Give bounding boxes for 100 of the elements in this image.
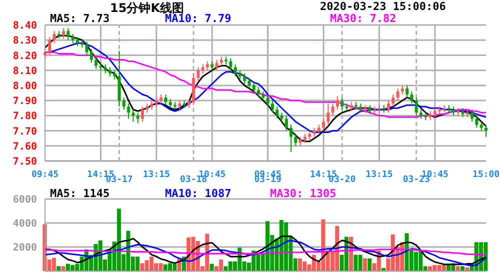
- candlestick: [257, 86, 260, 98]
- candlestick: [276, 106, 279, 120]
- candlestick: [132, 109, 135, 122]
- candlestick: [150, 100, 154, 110]
- candlestick: [215, 59, 218, 71]
- candlestick: [303, 133, 306, 144]
- candlestick: [164, 94, 168, 106]
- y-tick-label: 7.90: [12, 96, 37, 108]
- bar: [210, 264, 214, 271]
- candlestick: [428, 110, 432, 121]
- text: MA30: 7.82: [330, 12, 396, 25]
- candlestick: [187, 98, 190, 109]
- candlestick: [331, 103, 334, 116]
- candlestick: [280, 112, 284, 122]
- candlestick: [43, 48, 47, 59]
- candlestick: [122, 97, 126, 110]
- candlestick: [266, 94, 270, 108]
- candlestick: [48, 36, 52, 56]
- candlestick: [196, 66, 200, 82]
- candlestick: [350, 102, 353, 112]
- candlestick: [359, 103, 362, 114]
- candlestick: [248, 77, 251, 89]
- candlestick: [484, 124, 488, 138]
- x-tick-label: 09:45: [31, 170, 59, 180]
- candlestick: [308, 130, 312, 140]
- bar: [362, 258, 367, 271]
- y-tick-label: 6000: [12, 194, 37, 206]
- candlestick: [396, 88, 400, 102]
- bar: [368, 258, 372, 271]
- y-tick-label: 8.40: [12, 20, 37, 32]
- candlestick: [262, 90, 265, 102]
- series-label: MA5: 7.73: [50, 12, 110, 25]
- candlestick: [322, 118, 326, 132]
- candlestick: [392, 94, 395, 108]
- candlestick: [62, 28, 66, 40]
- candlestick: [113, 70, 116, 80]
- candlestick: [420, 109, 423, 120]
- chart-subtitle: 2020-03-23 15:00:06: [320, 0, 446, 13]
- candlestick: [210, 60, 214, 71]
- y-tick-label: 7.50: [12, 156, 37, 168]
- candlestick: [294, 133, 298, 146]
- candlestick: [368, 104, 372, 115]
- candlestick: [66, 28, 70, 41]
- candlestick: [461, 108, 464, 118]
- text: MA10: 7.79: [165, 12, 232, 25]
- candlestick: [270, 100, 274, 114]
- candlestick: [127, 103, 130, 120]
- candlestick: [146, 103, 149, 114]
- candlestick: [229, 58, 232, 71]
- y-tick-label: 7.60: [12, 141, 37, 152]
- text: MA5: 1145: [50, 187, 110, 200]
- y-tick-label: 2000: [12, 242, 37, 254]
- candlestick: [290, 124, 293, 152]
- bar: [460, 266, 464, 271]
- y-tick-label: 8.00: [12, 80, 37, 92]
- candlestick: [452, 106, 456, 116]
- candlestick: [140, 106, 144, 122]
- candlestick: [160, 94, 163, 104]
- candlestick: [470, 109, 474, 122]
- line-series: [44, 240, 487, 266]
- bar: [56, 266, 61, 271]
- candlestick: [154, 97, 158, 108]
- x-tick-label: 13:15: [366, 170, 393, 180]
- x-tick-label: 13:15: [142, 170, 170, 180]
- candlestick: [243, 72, 246, 84]
- candlestick: [76, 36, 80, 47]
- candlestick: [284, 115, 288, 132]
- candlestick: [71, 34, 74, 44]
- candlestick: [410, 90, 414, 104]
- candlestick: [104, 64, 107, 74]
- y-tick-label: 7.80: [12, 111, 37, 122]
- x-tick-label: 15:00: [472, 170, 500, 180]
- candlestick: [201, 64, 204, 74]
- candlestick: [220, 56, 223, 66]
- bar: [442, 265, 446, 271]
- y-tick-label: 8.20: [12, 50, 37, 62]
- candlestick: [475, 115, 478, 128]
- text: MA10: 1087: [165, 187, 232, 200]
- candlestick: [168, 98, 172, 109]
- candlestick: [108, 66, 112, 77]
- candlestick: [480, 121, 483, 132]
- candlestick: [178, 100, 182, 110]
- y-tick-label: 8.10: [12, 66, 37, 77]
- line-series: [44, 235, 487, 266]
- candlestick: [94, 56, 98, 70]
- candlestick: [317, 124, 320, 134]
- bar: [61, 266, 66, 271]
- candlestick: [85, 41, 88, 56]
- bar: [52, 258, 56, 271]
- y-tick-label: 7.70: [12, 126, 37, 138]
- candlestick: [206, 60, 209, 71]
- candlestick: [52, 30, 56, 44]
- candlestick: [252, 82, 256, 94]
- bar: [456, 266, 460, 271]
- text: MA30: 1305: [270, 187, 336, 200]
- candlestick: [400, 84, 404, 96]
- candlestick: [433, 108, 436, 118]
- candlestick: [312, 127, 316, 138]
- chart-title: 15分钟K线图: [110, 0, 184, 15]
- candlestick: [326, 103, 330, 126]
